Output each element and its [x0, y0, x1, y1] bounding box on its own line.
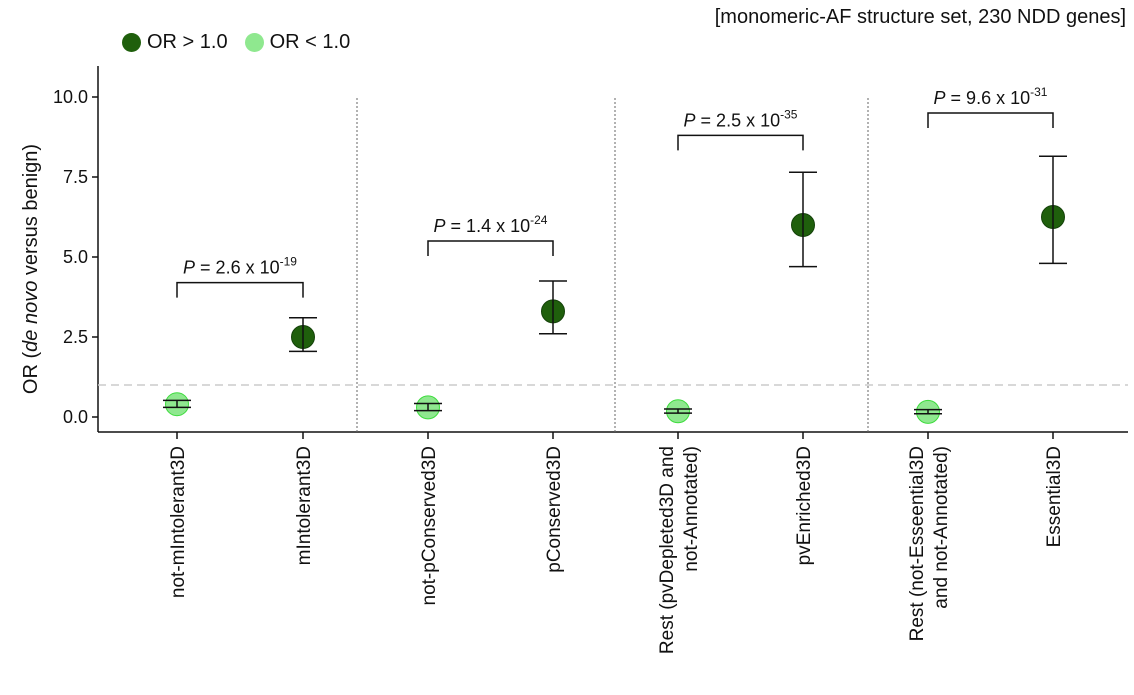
legend: OR > 1.0 OR < 1.0	[122, 31, 367, 54]
data-point-group	[289, 317, 317, 353]
dataset-note: [monomeric-AF structure set, 230 NDD gen…	[714, 6, 1126, 28]
y-tick-label: 5.0	[63, 247, 88, 267]
data-point-group	[539, 280, 567, 335]
data-point-group	[414, 395, 442, 420]
x-category-label: mIntolerant3D	[294, 446, 315, 565]
data-point-group	[664, 399, 692, 424]
data-point-group	[163, 392, 191, 417]
y-axis-label-part: versus benign)	[20, 144, 42, 281]
comparison-p-value: P = 9.6 x 10-31	[934, 85, 1048, 108]
p-value-part: P	[934, 88, 946, 108]
x-category-label: pvEnriched3D	[794, 446, 815, 565]
comparison-bracket	[677, 134, 804, 151]
p-value-part: P	[183, 258, 195, 278]
y-tick-label: 7.5	[63, 167, 88, 187]
x-category-label: Essential3D	[1044, 446, 1065, 547]
legend-item-low: OR < 1.0	[244, 31, 351, 54]
legend-item-high: OR > 1.0	[122, 31, 228, 54]
p-value-part: = 2.5 x 10	[696, 110, 781, 130]
legend-label-high: OR > 1.0	[147, 31, 228, 53]
y-axis-label-part: de novo	[20, 281, 42, 352]
x-category-label: pConserved3D	[544, 446, 565, 573]
y-tick-label: 2.5	[63, 327, 88, 347]
comparison-p-value: P = 2.6 x 10-19	[183, 255, 297, 278]
data-point-group	[1039, 155, 1067, 265]
x-category-label: not-Annotated)	[681, 446, 702, 572]
p-value-part: -35	[780, 107, 798, 121]
x-category-label: Rest (not-Esseential3D	[907, 446, 928, 641]
x-category-label: not-mIntolerant3D	[168, 446, 189, 598]
comparison-bracket	[176, 281, 304, 298]
y-tick-label: 10.0	[53, 87, 88, 107]
legend-dot-low	[244, 33, 264, 52]
p-value-part: P	[434, 216, 446, 236]
y-axis-label: OR (de novo versus benign)	[20, 144, 42, 394]
y-axis-label-part: OR (	[20, 352, 42, 395]
comparison-p-value: P = 2.5 x 10-35	[684, 107, 798, 130]
p-value-part: -19	[280, 255, 298, 269]
x-category-label: not-pConserved3D	[419, 446, 440, 605]
comparison-bracket	[427, 240, 554, 256]
data-point-group	[789, 171, 817, 268]
p-value-part: = 1.4 x 10	[446, 216, 531, 236]
p-value-part: -31	[1030, 85, 1048, 99]
comparison-p-value: P = 1.4 x 10-24	[434, 213, 548, 236]
p-value-part: = 9.6 x 10	[946, 88, 1031, 108]
legend-label-low: OR < 1.0	[269, 31, 351, 53]
legend-dot-high	[122, 33, 141, 52]
comparison-bracket	[927, 112, 1054, 128]
x-category-label: Rest (pvDepleted3D and	[657, 446, 678, 654]
data-point-group	[914, 399, 942, 424]
x-category-label: and not-Annotated)	[931, 446, 952, 609]
p-value-part: P	[684, 110, 696, 130]
y-tick-label: 0.0	[63, 407, 88, 427]
p-value-part: -24	[530, 213, 548, 227]
p-value-part: = 2.6 x 10	[195, 258, 280, 278]
